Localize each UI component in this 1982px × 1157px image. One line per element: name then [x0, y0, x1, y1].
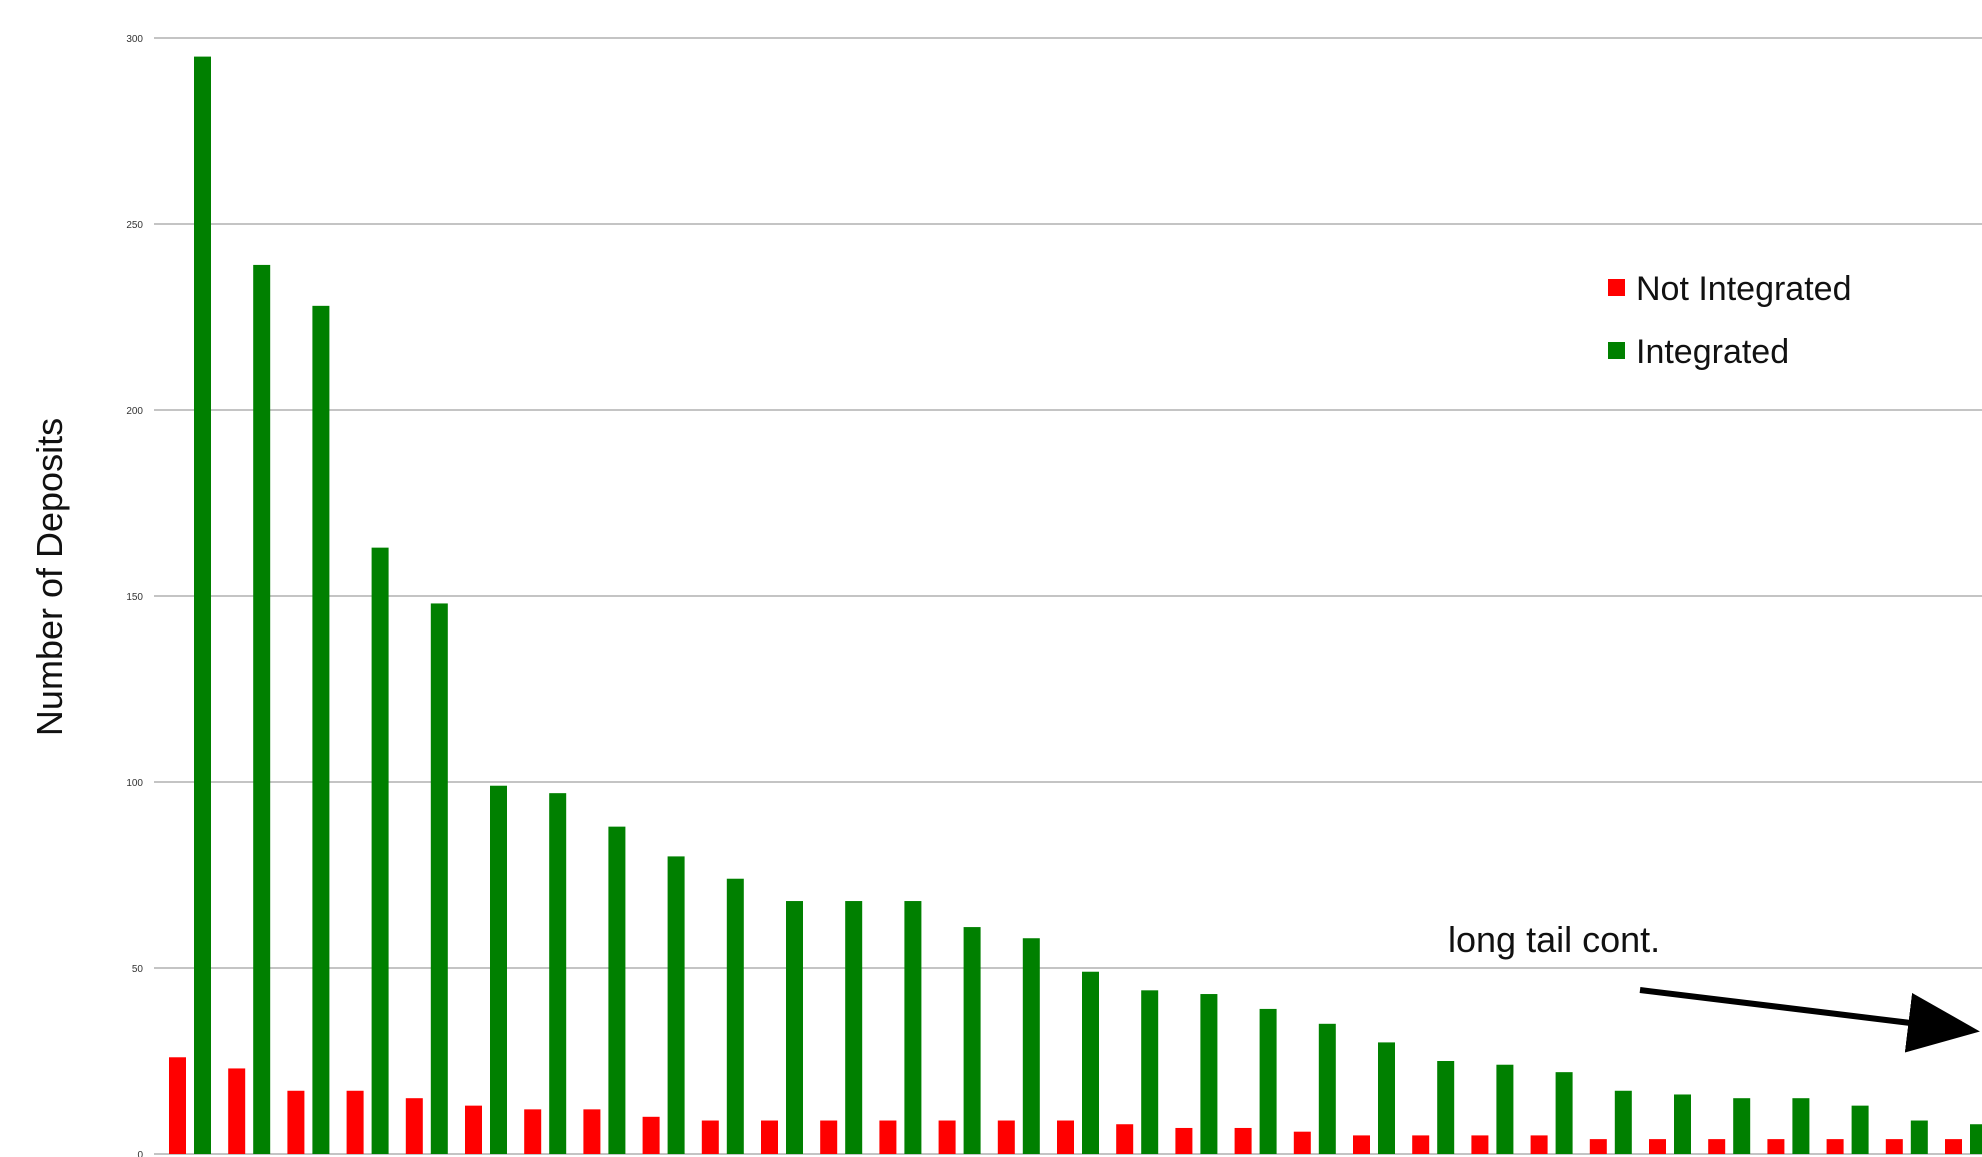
y-tick-label: 300 — [126, 34, 143, 45]
bar-not-integrated-13 — [879, 1120, 897, 1154]
bar-not-integrated-15 — [997, 1120, 1015, 1154]
bar-integrated-6 — [490, 785, 507, 1154]
bar-not-integrated-7 — [524, 1109, 542, 1154]
bar-not-integrated-21 — [1353, 1135, 1370, 1154]
bar-integrated-17 — [1141, 990, 1159, 1154]
annotation: long tail cont. — [1448, 919, 1980, 1053]
bar-integrated-9 — [667, 856, 685, 1154]
bar-not-integrated-8 — [583, 1109, 601, 1154]
bar-integrated-11 — [786, 901, 803, 1154]
bar-not-integrated-23 — [1471, 1135, 1489, 1154]
legend-label-integrated: Integrated — [1636, 333, 1789, 371]
bar-not-integrated-26 — [1649, 1139, 1666, 1154]
bar-not-integrated-28 — [1767, 1139, 1785, 1154]
bar-not-integrated-12 — [820, 1120, 838, 1154]
bar-not-integrated-17 — [1116, 1124, 1134, 1154]
bar-integrated-8 — [608, 826, 626, 1154]
bar-integrated-14 — [963, 927, 981, 1154]
bar-integrated-23 — [1496, 1064, 1514, 1154]
bar-integrated-13 — [904, 901, 922, 1154]
bar-integrated-26 — [1674, 1094, 1691, 1154]
gridlines — [154, 37, 1982, 1155]
bar-integrated-7 — [549, 793, 567, 1154]
bar-not-integrated-1 — [169, 1057, 186, 1154]
bar-integrated-12 — [845, 901, 863, 1154]
bar-not-integrated-30 — [1885, 1139, 1903, 1154]
bar-not-integrated-3 — [287, 1090, 305, 1154]
bar-integrated-5 — [430, 603, 448, 1154]
bar-integrated-4 — [371, 547, 389, 1154]
bar-integrated-24 — [1555, 1072, 1573, 1154]
annotation-text: long tail cont. — [1448, 919, 1660, 960]
y-tick-label: 50 — [132, 964, 144, 975]
bar-not-integrated-24 — [1530, 1135, 1548, 1154]
y-tick-label: 250 — [126, 220, 143, 231]
y-tick-label: 0 — [137, 1150, 143, 1157]
annotation-arrow — [1639, 987, 1980, 1053]
legend-swatch-not-integrated — [1608, 279, 1625, 296]
bar-integrated-31 — [1970, 1124, 1982, 1154]
bar-not-integrated-22 — [1412, 1135, 1430, 1154]
bar-not-integrated-6 — [465, 1105, 482, 1154]
bar-integrated-27 — [1733, 1098, 1751, 1154]
bar-not-integrated-25 — [1589, 1139, 1607, 1154]
bar-not-integrated-27 — [1708, 1139, 1726, 1154]
bar-integrated-30 — [1910, 1120, 1928, 1154]
bar-integrated-29 — [1851, 1105, 1869, 1154]
bar-not-integrated-9 — [642, 1116, 660, 1154]
bar-integrated-1 — [194, 56, 211, 1155]
bar-not-integrated-5 — [405, 1098, 423, 1154]
bar-integrated-18 — [1200, 994, 1218, 1154]
bar-not-integrated-14 — [938, 1120, 956, 1154]
bar-not-integrated-4 — [346, 1090, 364, 1154]
bar-integrated-21 — [1378, 1042, 1395, 1154]
y-axis-ticks: 0 50 100 150 200 250 300 — [126, 34, 143, 1157]
bars — [169, 56, 1982, 1155]
bar-integrated-10 — [726, 878, 744, 1154]
legend-label-not-integrated: Not Integrated — [1636, 270, 1851, 308]
bar-integrated-19 — [1259, 1008, 1277, 1154]
legend-swatch-integrated — [1608, 342, 1625, 359]
y-tick-label: 150 — [126, 592, 143, 603]
bar-not-integrated-19 — [1234, 1127, 1252, 1154]
legend: Not Integrated Integrated — [1608, 270, 1851, 371]
bar-not-integrated-29 — [1826, 1139, 1844, 1154]
y-axis-title: Number of Deposits — [29, 418, 70, 736]
bar-integrated-20 — [1318, 1023, 1336, 1154]
bar-integrated-22 — [1437, 1061, 1455, 1154]
bar-integrated-15 — [1022, 938, 1040, 1154]
bar-not-integrated-20 — [1293, 1131, 1311, 1154]
bar-integrated-3 — [312, 305, 330, 1155]
y-tick-label: 200 — [126, 406, 143, 417]
bar-not-integrated-11 — [761, 1120, 778, 1154]
bar-not-integrated-2 — [228, 1068, 246, 1154]
bar-integrated-28 — [1792, 1098, 1810, 1154]
bar-integrated-2 — [253, 264, 271, 1154]
bar-not-integrated-31 — [1945, 1139, 1962, 1154]
bar-not-integrated-18 — [1175, 1127, 1193, 1154]
bar-not-integrated-16 — [1057, 1120, 1074, 1154]
bar-integrated-25 — [1614, 1090, 1632, 1154]
bar-integrated-16 — [1082, 971, 1099, 1154]
bar-not-integrated-10 — [701, 1120, 719, 1154]
y-tick-label: 100 — [126, 778, 143, 789]
